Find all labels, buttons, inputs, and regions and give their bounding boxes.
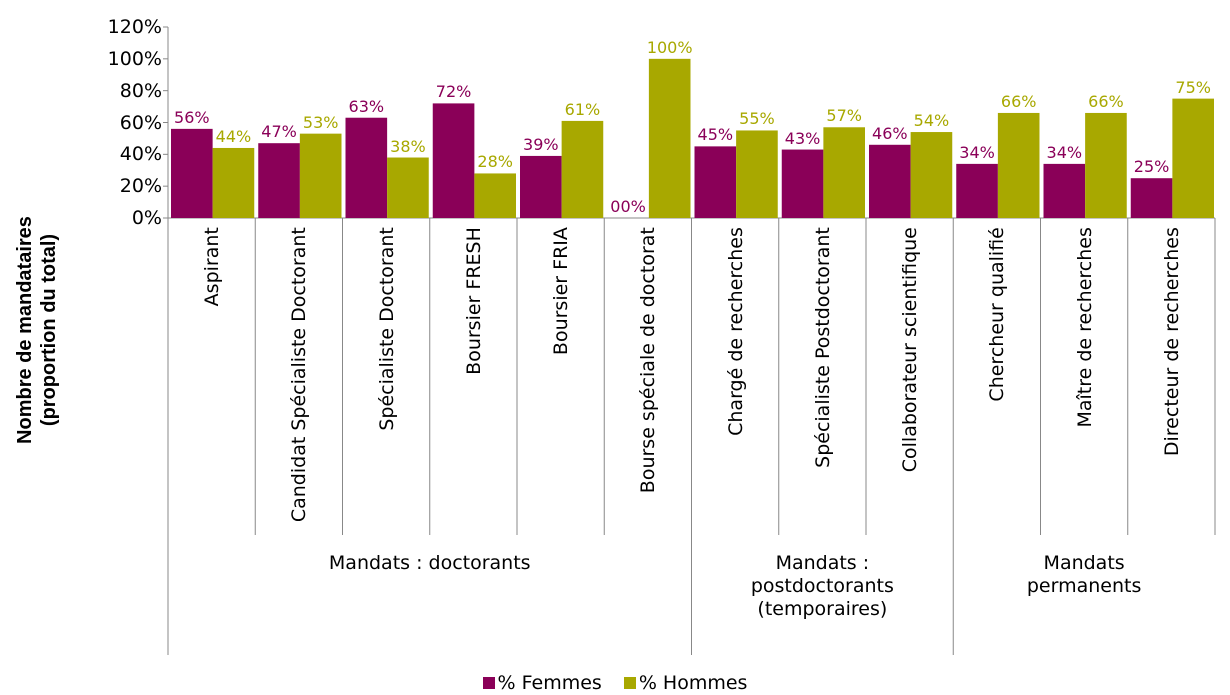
- y-tick-label: 0%: [131, 207, 162, 229]
- group-label-text: Mandats : doctorants: [328, 552, 531, 574]
- bar: [387, 157, 429, 218]
- y-tick-label: 120%: [107, 16, 162, 38]
- group-label: Mandats : postdoctorants (temporaires): [692, 552, 954, 621]
- value-label: 43%: [784, 128, 821, 148]
- value-label: 34%: [959, 142, 995, 162]
- value-label: 61%: [564, 99, 601, 119]
- category-label: Spécialiste Postdoctorant: [811, 227, 834, 468]
- bar: [474, 173, 516, 218]
- legend-item: % Femmes: [482, 672, 602, 694]
- bar: [299, 133, 342, 218]
- value-label: 66%: [1000, 91, 1037, 111]
- legend-swatch: [482, 677, 495, 689]
- value-label: 100%: [646, 37, 693, 57]
- y-tick-label: 60%: [119, 111, 162, 134]
- bar: [648, 58, 691, 219]
- value-label: 57%: [826, 106, 862, 126]
- value-label: 56%: [174, 107, 210, 127]
- bar: [823, 127, 865, 218]
- bar: [171, 128, 213, 218]
- category-label: Collaborateur scientifique: [898, 227, 921, 473]
- value-label: 00%: [610, 197, 646, 216]
- value-label: 46%: [872, 123, 908, 143]
- group-label-text: Mandats permanents: [1026, 552, 1142, 597]
- y-tick-label: 100%: [107, 47, 162, 70]
- bar: [736, 130, 778, 218]
- value-label: 72%: [435, 82, 472, 102]
- category-label: Boursier FRESH: [462, 227, 485, 375]
- y-axis-title: Nombre de mandataires (proportion du tot…: [14, 216, 60, 444]
- bar: [432, 103, 475, 218]
- legend-swatch: [623, 677, 636, 689]
- bar: [1130, 178, 1173, 218]
- bar: [1043, 163, 1086, 218]
- bar: [1172, 98, 1214, 218]
- bar: [910, 132, 953, 218]
- bar: [869, 144, 911, 218]
- value-label: 47%: [261, 122, 297, 142]
- legend-label: % Hommes: [638, 672, 748, 694]
- value-label: 44%: [215, 126, 252, 146]
- group-label: Mandats permanents: [953, 552, 1215, 598]
- y-tick-label: 40%: [119, 143, 162, 166]
- value-label: 53%: [302, 112, 339, 132]
- bar: [345, 117, 388, 218]
- bar: [520, 155, 562, 218]
- group-label: Mandats : doctorants: [168, 552, 692, 575]
- bar: [997, 112, 1040, 218]
- bar: [781, 149, 824, 218]
- bar: [694, 146, 737, 218]
- y-tick-label: 80%: [119, 79, 162, 102]
- bar: [212, 147, 255, 218]
- legend: % Femmes % Hommes: [0, 672, 1230, 694]
- value-label: 55%: [739, 109, 775, 129]
- category-label: Candidat Spécialiste Doctorant: [287, 227, 310, 523]
- category-label: Directeur de recherches: [1160, 227, 1183, 456]
- bar: [561, 120, 604, 218]
- value-label: 34%: [1046, 142, 1083, 162]
- y-tick-label: 20%: [119, 175, 162, 198]
- category-label: Maître de recherches: [1073, 227, 1096, 428]
- value-label: 25%: [1133, 157, 1170, 177]
- group-label-text: Mandats : postdoctorants (temporaires): [750, 552, 894, 620]
- bar: [1085, 112, 1127, 218]
- value-label: 38%: [390, 136, 426, 156]
- value-label: 54%: [913, 111, 950, 131]
- legend-item: % Hommes: [623, 672, 748, 694]
- value-label: 45%: [697, 125, 734, 145]
- legend-label: % Femmes: [497, 672, 602, 694]
- value-label: 75%: [1175, 77, 1211, 97]
- value-label: 28%: [477, 152, 513, 172]
- value-label: 63%: [348, 96, 385, 116]
- value-label: 39%: [523, 134, 559, 154]
- category-label: Chargé de recherches: [724, 227, 747, 436]
- category-label: Chercheur qualifié: [985, 227, 1008, 402]
- bar: [956, 163, 998, 218]
- category-label: Spécialiste Doctorant: [375, 227, 398, 431]
- bar: [258, 143, 300, 218]
- value-label: 66%: [1088, 91, 1124, 111]
- category-label: Boursier FRIA: [549, 227, 572, 355]
- category-label: Bourse spéciale de doctorat: [636, 227, 659, 494]
- category-label: Aspirant: [200, 227, 223, 307]
